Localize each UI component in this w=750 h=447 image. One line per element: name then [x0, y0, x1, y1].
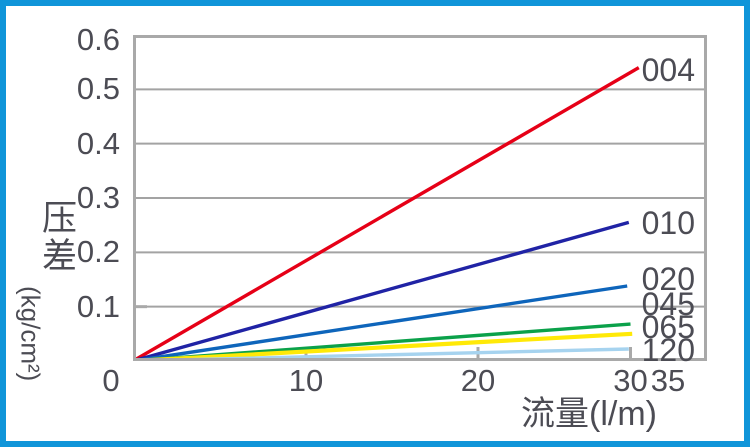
- y-tick-label-0.6: 0.6: [76, 22, 120, 57]
- plot-border: [133, 35, 707, 361]
- series-label-004: 004: [641, 52, 695, 88]
- plot-area: [133, 35, 707, 361]
- y-tick-label-0.4: 0.4: [76, 126, 120, 161]
- series-line-020: [133, 284, 628, 361]
- y-axis-unit-label: (kg/cm²): [15, 286, 46, 382]
- series-label-020: 020: [641, 261, 695, 297]
- y-tick-label-0.1: 0.1: [76, 289, 120, 324]
- y-axis-title: 压差: [42, 199, 78, 276]
- x-tick-label-20: 20: [460, 363, 496, 398]
- y-tick-label-0.2: 0.2: [76, 234, 120, 269]
- series-label-065: 065: [641, 309, 695, 345]
- series-label-120: 120: [641, 332, 695, 368]
- x-tick-label-10: 10: [288, 363, 324, 398]
- series-line-004: [133, 66, 640, 361]
- series-line-010: [133, 220, 630, 361]
- y-tick-label-0.3: 0.3: [76, 180, 120, 215]
- series-label-045: 045: [641, 286, 695, 322]
- series-label-010: 010: [641, 205, 695, 241]
- y-tick-label-0.5: 0.5: [76, 71, 120, 106]
- x-tick-label-30: 30: [613, 363, 648, 398]
- x-tick-label-0: 0: [102, 363, 120, 398]
- series-line-065: [133, 331, 633, 361]
- x-axis-title: 流量(l/m): [521, 395, 657, 433]
- x-tick-label-35: 35: [650, 363, 686, 398]
